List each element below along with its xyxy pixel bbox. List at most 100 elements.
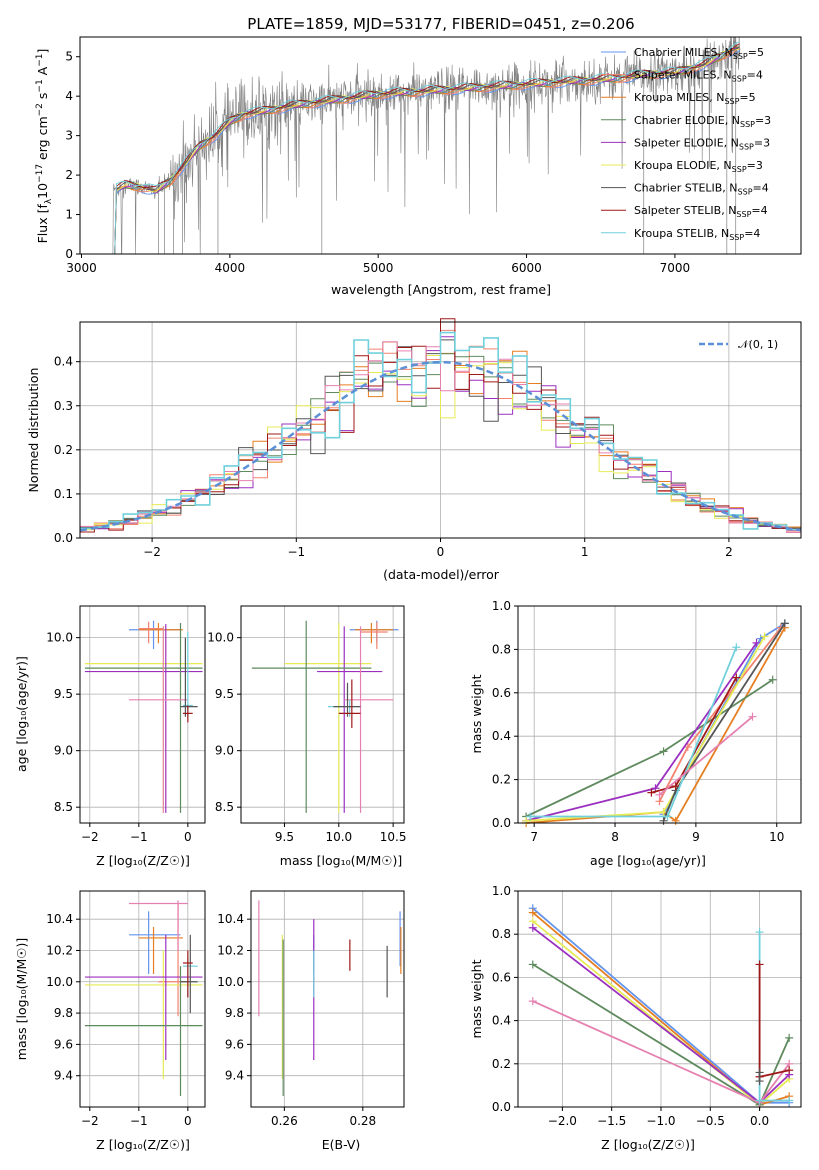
legend-suffix: =4 (744, 227, 760, 240)
mass-weight-vs-z-point (528, 908, 537, 917)
spectrum-ytick-label: 5 (65, 50, 73, 64)
age_vs_z-ytick-label: 8.5 (54, 800, 73, 814)
mass-vs-ebv-panel: 0.26 0.28 9.4 9.6 9.8 10.0 10.2 10.4 E(B-V) (217, 890, 405, 1152)
residual-xtick-label: 0 (437, 545, 445, 559)
mass_weight_vs_z-xtick-label: −2.0 (548, 1114, 577, 1128)
mass-weight-vs-z-point (755, 1096, 764, 1105)
mass-vs-z-plot-area: −2 −1 0 9.4 9.6 9.8 10.0 10.2 10.4 (46, 890, 206, 1128)
mass-weight-vs-age-point (655, 790, 664, 799)
age_vs_mass-xtick-label: 10.0 (325, 830, 352, 844)
age_vs_z-frame (79, 605, 206, 824)
normal-reference-curve (79, 360, 802, 532)
mass-weight-vs-age-point (768, 675, 777, 684)
age-vs-mass-panel: 9.5 10.0 10.5 8.5 9.0 9.5 10.0 mass [log₁₀(M/M… (207, 605, 406, 868)
mass_weight_vs_age-ytick-label: 0.0 (492, 816, 511, 830)
mass-weight-vs-age-point (760, 632, 769, 641)
residual-legend: 𝒩(0, 1) (699, 338, 778, 351)
spectrum-ylabel-part: ] (35, 49, 50, 54)
age_vs_mass-ytick-label: 9.0 (215, 744, 234, 758)
age-vs-z-plot-area: −2 −1 0 8.5 9.0 9.5 10.0 (46, 605, 206, 844)
mass-weight-vs-age-point (663, 812, 672, 821)
age_vs_z-xtick-label: −2 (81, 830, 99, 844)
mass-vs-z-xlabel: Z [log₁₀(Z/Z☉)] (96, 1137, 190, 1152)
spectrum-xlabel: wavelength [Angstrom, rest frame] (331, 282, 551, 297)
spectrum-data-line (112, 37, 741, 254)
legend-suffix: =4 (753, 182, 769, 195)
mass-vs-z-panel: −2 −1 0 9.4 9.6 9.8 10.0 10.2 10.4 Z [log₁₀(Z/Z☉… (14, 890, 206, 1152)
legend-name: Kroupa ELODIE, N (634, 159, 732, 172)
mass_weight_vs_age-marks (522, 619, 789, 827)
mass-weight-vs-age-plot-area: 7 8 9 10 0.0 0.2 0.4 0.6 0.8 1.0 (492, 599, 802, 844)
mass-weight-vs-z-point (528, 997, 537, 1006)
mass_weight_vs_z-ytick-label: 0.2 (492, 1057, 511, 1071)
mass-weight-vs-age-ylabel: mass weight (469, 674, 484, 753)
legend-subscript: SSP (739, 142, 754, 151)
mass-weight-vs-z-point (755, 1077, 764, 1086)
legend-suffix: =3 (747, 159, 763, 172)
legend-subscript: SSP (732, 75, 747, 84)
mass-weight-vs-age-point (752, 638, 761, 647)
legend-suffix: =5 (739, 91, 755, 104)
legend-name: Kroupa MILES, N (634, 91, 724, 104)
spectrum-legend-label: Salpeter ELODIE, NSSP=3 (634, 136, 770, 151)
mass_vs_z-ytick-label: 9.6 (54, 1037, 73, 1051)
spectrum-xtick-label: 5000 (363, 261, 394, 275)
spectrum-xtick-label: 4000 (215, 261, 246, 275)
spectrum-legend-label: Chabrier MILES, NSSP=5 (634, 46, 764, 61)
mass-weight-vs-z-xlabel: Z [log₁₀(Z/Z☉)] (601, 1137, 695, 1152)
mass_weight_vs_age-ytick-label: 0.4 (492, 729, 511, 743)
mass_weight_vs_age-ytick-label: 0.2 (492, 773, 511, 787)
mass-weight-vs-z-point (785, 1096, 794, 1105)
mass-weight-vs-age-point (732, 673, 741, 682)
mass_weight_vs_age-ytick-label: 0.6 (492, 686, 511, 700)
spectrum-model-line-chabrier-stelib (112, 46, 740, 254)
mass_weight_vs_z-ytick-label: 0.8 (492, 927, 511, 941)
spectrum-ylabel-part: A (35, 66, 50, 79)
mass-weight-vs-age-panel: 7 8 9 10 0.0 0.2 0.4 0.6 0.8 1.0 age [log₁₀(age/y… (469, 599, 802, 868)
residual-ytick-label: 0.2 (54, 443, 73, 457)
spectrum-legend-label: Chabrier ELODIE, NSSP=3 (634, 114, 771, 129)
spectrum-ylabel-sub: λ (44, 198, 54, 204)
legend-suffix: =5 (748, 46, 764, 59)
mass_vs_ebv-ytick-label: 9.4 (225, 1069, 244, 1083)
spectrum-ylabel-sup: −17 (35, 164, 45, 183)
legend-name: Chabrier STELIB, N (634, 182, 738, 195)
mass-vs-ebv-xlabel: E(B-V) (322, 1137, 361, 1152)
legend-subscript: SSP (729, 233, 744, 242)
spectrum-xtick-label: 3000 (66, 261, 97, 275)
legend-subscript: SSP (740, 120, 755, 129)
mass_weight_vs_age-ytick-label: 0.8 (492, 642, 511, 656)
mass_vs_z-ytick-label: 9.4 (54, 1069, 73, 1083)
mass-weight-vs-z-panel: −2.0 −1.5 −1.0 −0.5 0.0 0.0 0.2 0.4 0.6 0.8 1.0 Z … (469, 884, 802, 1152)
mass-weight-vs-age-point (732, 643, 741, 652)
legend-name: Chabrier ELODIE, N (634, 114, 740, 127)
age_vs_mass-marks (251, 620, 399, 813)
legend-name: Kroupa STELIB, N (634, 227, 729, 240)
legend-name: Salpeter MILES, N (634, 69, 732, 82)
mass_weight_vs_z-marks (528, 904, 794, 1109)
spectrum-ylabel-part: erg cm (35, 116, 50, 164)
legend-subscript: SSP (724, 97, 739, 106)
legend-suffix: =4 (751, 204, 767, 217)
spectrum-model-line-chabrier-miles (112, 50, 740, 254)
mass_vs_ebv-xtick-label: 0.26 (271, 1114, 298, 1128)
mass_weight_vs_age-xtick-label: 7 (530, 830, 538, 844)
spectrum-model-line-kroupa-stelib (112, 41, 740, 254)
spectrum-legend-label: Chabrier STELIB, NSSP=4 (634, 182, 769, 197)
mass_weight_vs_age-xtick-label: 8 (611, 830, 619, 844)
mass_vs_z-xtick-label: −1 (130, 1114, 148, 1128)
mass_weight_vs_age-xtick-label: 10 (769, 830, 784, 844)
spectrum-ylabel-sup: −2 (35, 103, 45, 116)
spectrum-ytick-label: 2 (65, 168, 73, 182)
mass-weight-vs-z-ylabel: mass weight (469, 959, 484, 1038)
residual-ylabel: Normed distribution (26, 368, 41, 493)
residual-ytick-label: 0.4 (54, 355, 73, 369)
mass-weight-vs-age-point (526, 812, 535, 821)
mass-weight-vs-z-point (528, 923, 537, 932)
mass_weight_vs_z-ytick-label: 0.4 (492, 1014, 511, 1028)
spectrum-legend-label: Kroupa ELODIE, NSSP=3 (634, 159, 763, 174)
age_vs_z-ytick-label: 9.0 (54, 744, 73, 758)
